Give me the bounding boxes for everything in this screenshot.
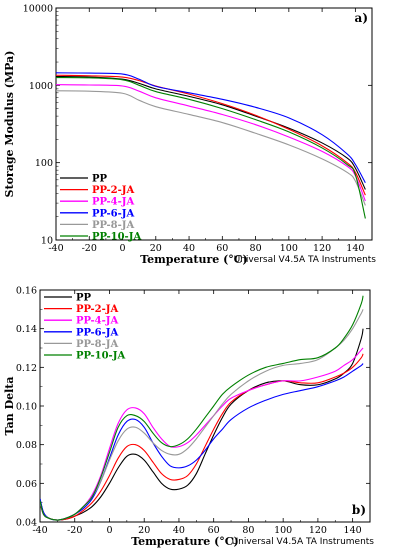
x-tick-label: -40 (48, 243, 63, 254)
legend-entry: PP-8-JA (92, 220, 134, 231)
y-tick-label: 10000 (23, 4, 53, 15)
y-tick-label: 100 (35, 158, 53, 169)
series-line-pp-4-ja (40, 347, 364, 521)
y-tick-label: 0.04 (16, 518, 37, 529)
legend-entry: PP-8-JA (76, 339, 118, 350)
legend-entry: PP-2-JA (76, 304, 118, 315)
legend-entry: PP-6-JA (92, 208, 134, 219)
x-tick-label: 140 (346, 243, 364, 254)
legend-entry: PP-2-JA (92, 185, 134, 196)
y-axis-label: Storage Modulus (MPa) (3, 51, 16, 198)
x-tick-label: 140 (344, 525, 362, 536)
x-tick-label: 40 (183, 243, 195, 254)
y-tick-label: 0.12 (16, 363, 37, 374)
panel-label: a) (355, 11, 368, 25)
series-line-pp-2-ja (56, 74, 366, 196)
plot-frame (55, 7, 373, 241)
y-tick-label: 10 (41, 236, 53, 247)
x-tick-label: -20 (67, 525, 82, 536)
x-tick-label: 120 (313, 243, 331, 254)
series-line-pp-8-ja (56, 90, 366, 206)
y-tick-label: 0.06 (16, 479, 37, 490)
series-line-pp-6-ja (56, 72, 366, 184)
x-tick-label: -40 (32, 525, 47, 536)
series-line-pp-10-ja (56, 77, 366, 219)
legend-entry: PP-4-JA (76, 316, 118, 327)
x-tick-label: -20 (82, 243, 97, 254)
legend-entry: PP-10-JA (92, 232, 141, 243)
y-axis-label: Tan Delta (3, 376, 16, 435)
x-tick-label: 100 (274, 525, 292, 536)
x-tick-label: 80 (242, 525, 254, 536)
y-tick-label: 0.16 (16, 286, 37, 297)
y-tick-label: 0.10 (16, 402, 37, 413)
storage-modulus-chart: -40 -20 0 20 40 60 80 100 120 140 10 100 1000 10000 Te… (3, 4, 376, 267)
series-line-pp (40, 328, 364, 521)
x-tick-label: 0 (106, 525, 112, 536)
legend-entry: PP-10-JA (76, 351, 125, 362)
legend-entry: PP (76, 293, 92, 304)
series-line-pp-10-ja (40, 295, 364, 521)
series-line-pp-4-ja (56, 84, 366, 202)
instrument-note: Universal V4.5A TA Instruments (234, 255, 377, 265)
series-line-pp-2-ja (40, 353, 364, 521)
y-tick-label: 0.14 (16, 324, 37, 335)
x-tick-label: 60 (208, 525, 220, 536)
x-tick-label: 40 (173, 525, 185, 536)
x-tick-label: 120 (309, 525, 327, 536)
x-tick-label: 0 (120, 243, 126, 254)
series-line-pp (56, 75, 366, 190)
tan-delta-chart: -40 -20 0 20 40 60 80 100 120 140 0.04 0.06 0.08 0.10… (3, 286, 374, 549)
x-axis-label: Temperature (°C) (131, 535, 239, 548)
panel-label: b) (352, 503, 366, 517)
legend-entry: PP (92, 174, 108, 185)
legend-entry: PP-4-JA (92, 197, 134, 208)
x-axis-label: Temperature (°C) (140, 253, 248, 266)
series-line-pp-6-ja (40, 363, 364, 521)
x-tick-label: 80 (250, 243, 262, 254)
x-tick-label: 100 (280, 243, 298, 254)
x-tick-label: 20 (138, 525, 150, 536)
x-tick-label: 60 (216, 243, 228, 254)
x-tick-label: 20 (150, 243, 162, 254)
y-tick-label: 0.08 (16, 440, 37, 451)
legend-entry: PP-6-JA (76, 327, 118, 338)
instrument-note: Universal V4.5A TA Instruments (232, 537, 375, 547)
y-tick-label: 1000 (29, 81, 53, 92)
